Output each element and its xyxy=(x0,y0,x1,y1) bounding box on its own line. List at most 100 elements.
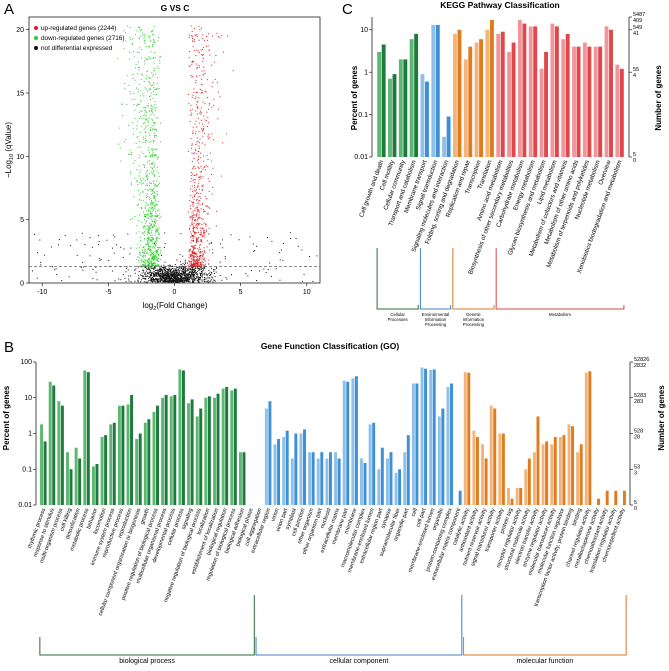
volcano-point xyxy=(196,186,198,188)
volcano-point xyxy=(148,208,150,210)
volcano-point xyxy=(199,277,201,279)
bar-light xyxy=(496,33,501,157)
volcano-point xyxy=(158,264,160,266)
volcano-point xyxy=(163,264,165,266)
volcano-point xyxy=(151,92,153,94)
bar-light xyxy=(615,64,620,157)
volcano-point xyxy=(144,140,146,142)
volcano-point xyxy=(166,275,168,277)
volcano-point xyxy=(205,223,207,225)
volcano-point xyxy=(164,273,166,275)
volcano-point xyxy=(152,279,154,281)
volcano-point xyxy=(194,258,196,260)
bar-dark xyxy=(294,433,298,505)
volcano-point xyxy=(211,267,213,269)
volcano-point xyxy=(195,174,197,176)
volcano-point xyxy=(194,98,196,100)
volcano-point xyxy=(136,125,138,127)
volcano-point xyxy=(195,131,197,133)
volcano-point xyxy=(201,53,203,55)
left-tick-label: 10 xyxy=(360,27,368,34)
volcano-point xyxy=(151,189,153,191)
volcano-point xyxy=(202,267,204,269)
volcano-point xyxy=(194,253,196,255)
volcano-point xyxy=(161,274,163,276)
volcano-point xyxy=(147,217,149,219)
volcano-point xyxy=(192,237,194,239)
volcano-point xyxy=(167,280,169,282)
volcano-point xyxy=(134,160,136,162)
volcano-point xyxy=(203,231,205,233)
volcano-point xyxy=(195,277,197,279)
volcano-point xyxy=(280,249,282,251)
volcano-point xyxy=(158,156,160,158)
volcano-point xyxy=(160,278,162,280)
volcano-point xyxy=(151,279,153,281)
volcano-point xyxy=(148,152,150,154)
legend-nodiff-label: not differential expressed xyxy=(41,45,113,52)
volcano-point xyxy=(150,156,152,158)
volcano-point xyxy=(164,271,166,273)
volcano-point xyxy=(153,273,155,275)
volcano-point xyxy=(148,89,150,91)
volcano-point xyxy=(178,280,180,282)
volcano-point xyxy=(96,279,98,281)
volcano-point xyxy=(199,75,201,77)
volcano-point xyxy=(153,181,155,183)
volcano-point xyxy=(202,250,204,252)
volcano-point xyxy=(181,281,183,283)
volcano-point xyxy=(198,97,200,99)
volcano-point xyxy=(174,268,176,270)
volcano-point xyxy=(113,252,115,254)
volcano-point xyxy=(137,279,139,281)
volcano-point xyxy=(192,250,194,252)
volcano-point xyxy=(279,279,281,281)
bar-dark xyxy=(484,458,488,505)
volcano-point xyxy=(176,281,178,283)
volcano-point xyxy=(134,215,136,217)
bar-dark xyxy=(458,490,462,505)
bar-dark xyxy=(432,369,436,505)
volcano-point xyxy=(193,152,195,154)
volcano-point xyxy=(154,196,156,198)
volcano-point xyxy=(189,248,191,250)
volcano-point xyxy=(194,187,196,189)
volcano-point xyxy=(156,273,158,275)
volcano-point xyxy=(155,129,157,131)
volcano-point xyxy=(186,274,188,276)
volcano-point xyxy=(192,230,194,232)
bar-light xyxy=(334,452,338,505)
volcano-point xyxy=(159,269,161,271)
volcano-point xyxy=(145,119,147,121)
volcano-point xyxy=(212,279,214,281)
volcano-point xyxy=(214,269,216,271)
volcano-point xyxy=(145,175,147,177)
volcano-point xyxy=(191,223,193,225)
volcano-point xyxy=(138,261,140,263)
volcano-point xyxy=(39,239,41,241)
bar-dark xyxy=(363,462,367,505)
volcano-point xyxy=(188,273,190,275)
volcano-point xyxy=(151,129,153,131)
volcano-point xyxy=(135,142,137,144)
volcano-point xyxy=(151,214,153,216)
volcano-point xyxy=(169,264,171,266)
volcano-point xyxy=(201,54,203,56)
volcano-point xyxy=(194,193,196,195)
volcano-point xyxy=(209,136,211,138)
volcano-point xyxy=(151,272,153,274)
volcano-point xyxy=(196,267,198,269)
volcano-point xyxy=(161,278,163,280)
volcano-point xyxy=(152,38,154,40)
volcano-point xyxy=(156,265,158,267)
bar-dark xyxy=(510,498,514,505)
group-bracket xyxy=(255,595,463,656)
volcano-point xyxy=(142,271,144,273)
volcano-point xyxy=(207,281,209,283)
volcano-point xyxy=(203,222,205,224)
volcano-point xyxy=(181,274,183,276)
volcano-point xyxy=(207,273,209,275)
volcano-point xyxy=(200,230,202,232)
volcano-point xyxy=(204,195,206,197)
volcano-point xyxy=(199,110,201,112)
